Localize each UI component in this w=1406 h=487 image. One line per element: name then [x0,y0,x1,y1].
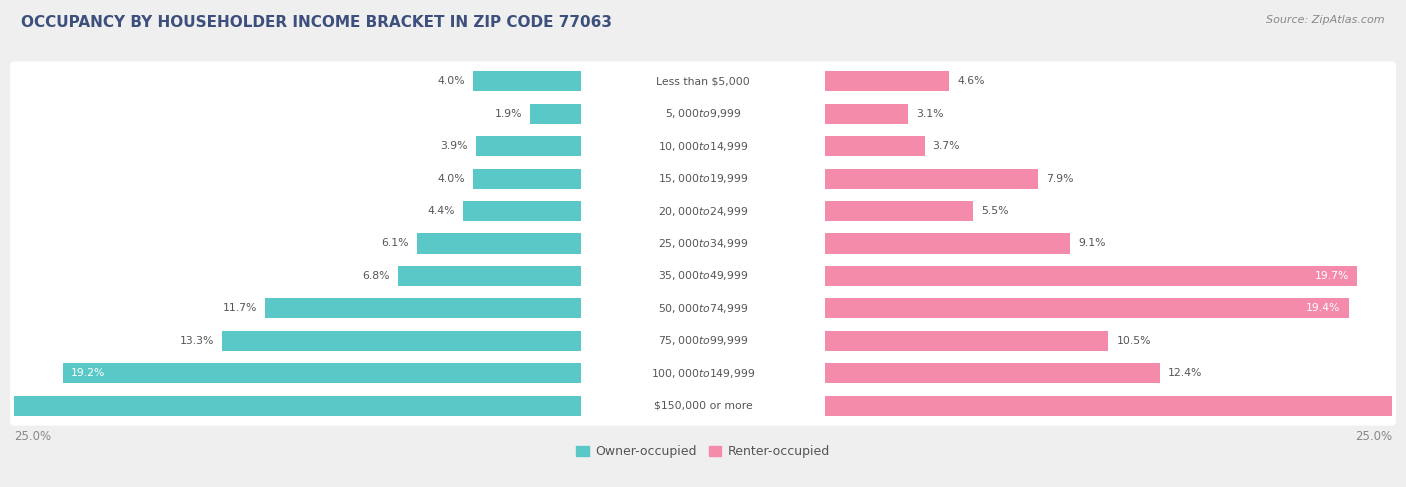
Text: 19.7%: 19.7% [1315,271,1348,281]
Bar [824,266,1357,286]
Bar [824,71,949,91]
Text: $25,000 to $34,999: $25,000 to $34,999 [658,237,748,250]
Text: 12.4%: 12.4% [1168,368,1202,378]
Bar [824,104,908,124]
Text: $75,000 to $99,999: $75,000 to $99,999 [658,335,748,347]
Text: 19.4%: 19.4% [1306,303,1340,314]
Bar [222,331,582,351]
FancyBboxPatch shape [10,386,1396,426]
Bar [824,201,973,221]
FancyBboxPatch shape [10,256,1396,296]
Text: Source: ZipAtlas.com: Source: ZipAtlas.com [1267,15,1385,25]
Text: $10,000 to $14,999: $10,000 to $14,999 [658,140,748,152]
FancyBboxPatch shape [10,94,1396,133]
Bar [477,136,582,156]
Bar [824,136,925,156]
Text: 4.6%: 4.6% [957,76,984,86]
Text: 4.0%: 4.0% [437,76,465,86]
Text: 7.9%: 7.9% [1046,173,1074,184]
Text: $20,000 to $24,999: $20,000 to $24,999 [658,205,748,218]
FancyBboxPatch shape [10,191,1396,231]
Bar [398,266,582,286]
Bar [824,396,1406,416]
FancyBboxPatch shape [10,321,1396,361]
Text: OCCUPANCY BY HOUSEHOLDER INCOME BRACKET IN ZIP CODE 77063: OCCUPANCY BY HOUSEHOLDER INCOME BRACKET … [21,15,612,30]
Text: $50,000 to $74,999: $50,000 to $74,999 [658,302,748,315]
Text: 5.5%: 5.5% [981,206,1008,216]
Bar [824,363,1160,383]
Text: $35,000 to $49,999: $35,000 to $49,999 [658,269,748,282]
Text: 4.0%: 4.0% [437,173,465,184]
Text: 9.1%: 9.1% [1078,239,1107,248]
Text: Less than $5,000: Less than $5,000 [657,76,749,86]
Bar [474,169,582,188]
Legend: Owner-occupied, Renter-occupied: Owner-occupied, Renter-occupied [571,440,835,463]
FancyBboxPatch shape [10,159,1396,198]
FancyBboxPatch shape [10,61,1396,101]
Bar [474,71,582,91]
Text: 3.1%: 3.1% [917,109,943,119]
Bar [824,331,1108,351]
FancyBboxPatch shape [10,354,1396,393]
Text: 10.5%: 10.5% [1116,336,1152,346]
FancyBboxPatch shape [10,289,1396,328]
Text: $150,000 or more: $150,000 or more [654,401,752,411]
Bar [463,201,582,221]
Bar [824,299,1348,318]
Bar [266,299,582,318]
Bar [824,169,1038,188]
Text: $15,000 to $19,999: $15,000 to $19,999 [658,172,748,185]
Text: 3.7%: 3.7% [932,141,960,151]
Bar [63,363,582,383]
FancyBboxPatch shape [10,224,1396,263]
Text: 1.9%: 1.9% [495,109,522,119]
Text: 4.4%: 4.4% [427,206,454,216]
Bar [530,104,582,124]
Text: 25.0%: 25.0% [1355,430,1392,443]
FancyBboxPatch shape [10,126,1396,166]
Bar [0,396,582,416]
Text: 25.0%: 25.0% [14,430,51,443]
Bar [416,233,582,254]
Bar [824,233,1070,254]
Text: 6.8%: 6.8% [363,271,389,281]
Text: $100,000 to $149,999: $100,000 to $149,999 [651,367,755,380]
Text: 6.1%: 6.1% [381,239,409,248]
Text: 3.9%: 3.9% [440,141,468,151]
Text: 13.3%: 13.3% [180,336,214,346]
Text: $5,000 to $9,999: $5,000 to $9,999 [665,107,741,120]
Text: 11.7%: 11.7% [222,303,257,314]
Text: 19.2%: 19.2% [70,368,105,378]
